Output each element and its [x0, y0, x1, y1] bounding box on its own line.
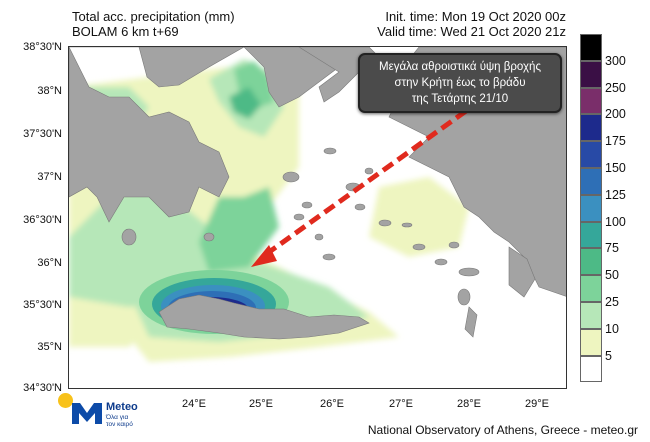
legend-swatch	[580, 168, 602, 195]
legend-swatch	[580, 87, 602, 115]
legend-label: 200	[605, 107, 626, 122]
model-label: BOLAM 6 km t+69	[72, 24, 179, 39]
legend-swatch	[580, 194, 602, 222]
lat-label: 36°N	[37, 257, 62, 269]
lat-label: 36°30'N	[23, 214, 62, 226]
annotation-box: Μεγάλα αθροιστικά ύψη βροχής στην Κρήτη …	[358, 53, 562, 113]
logo-tagline-2: τον καιρό	[106, 421, 133, 428]
legend-swatch	[580, 355, 602, 383]
legend-label: 75	[605, 241, 619, 256]
lat-label: 38°N	[37, 85, 62, 97]
meteo-logo: Meteo Όλα για τον καιρό	[58, 393, 168, 437]
logo-m-icon	[72, 403, 102, 424]
header-left: Total acc. precipitation (mm) BOLAM 6 km…	[72, 9, 235, 39]
legend-swatch	[580, 302, 602, 329]
legend-label: 250	[605, 80, 626, 95]
logo-tagline-1: Όλα για	[106, 414, 129, 421]
legend-swatch	[580, 221, 602, 249]
lon-label: 29°E	[525, 398, 549, 410]
valid-time: Valid time: Wed 21 Oct 2020 21z	[377, 24, 566, 39]
logo-name: Meteo	[106, 401, 138, 413]
legend-label: 300	[605, 53, 626, 68]
lat-label: 38°30'N	[23, 41, 62, 53]
lat-label: 35°30'N	[23, 299, 62, 311]
legend-swatch	[580, 141, 602, 168]
lat-label: 37°N	[37, 171, 62, 183]
lat-label: 34°30'N	[23, 382, 62, 394]
lon-label: 26°E	[320, 398, 344, 410]
footer-credit: National Observatory of Athens, Greece -…	[367, 423, 638, 437]
lon-label: 28°E	[457, 398, 481, 410]
legend-swatch	[580, 60, 602, 88]
legend-label: 10	[605, 321, 619, 336]
sun-icon	[58, 393, 73, 408]
legend-swatch	[580, 34, 602, 61]
lat-label: 35°N	[37, 341, 62, 353]
legend-label: 50	[605, 268, 619, 283]
annotation-arrow	[251, 108, 468, 267]
precipitation-map	[69, 47, 566, 362]
annotation-line: της Τετάρτης 21/10	[411, 93, 509, 105]
lon-label: 25°E	[249, 398, 273, 410]
legend-label: 150	[605, 161, 626, 175]
map-title: Total acc. precipitation (mm)	[72, 9, 235, 24]
legend-swatch	[580, 248, 602, 276]
annotation-line: Μεγάλα αθροιστικά ύψη βροχής	[378, 61, 541, 73]
lon-label: 27°E	[389, 398, 413, 410]
logo-tagline: Όλα για τον καιρό	[106, 414, 133, 428]
lon-label: 24°E	[182, 398, 206, 410]
legend-swatch	[580, 114, 602, 142]
legend-label: 100	[605, 214, 626, 229]
header-right: Init. time: Mon 19 Oct 2020 00z Valid ti…	[377, 9, 566, 39]
init-time: Init. time: Mon 19 Oct 2020 00z	[385, 9, 566, 24]
legend-label: 5	[605, 348, 612, 363]
lat-label: 37°30'N	[23, 128, 62, 140]
legend-label: 175	[605, 134, 626, 149]
legend-label: 125	[605, 187, 626, 202]
annotation-line: στην Κρήτη έως το βράδυ	[394, 77, 526, 89]
legend-swatch	[580, 328, 602, 356]
legend-swatch	[580, 275, 602, 302]
legend-label: 25	[605, 295, 619, 309]
